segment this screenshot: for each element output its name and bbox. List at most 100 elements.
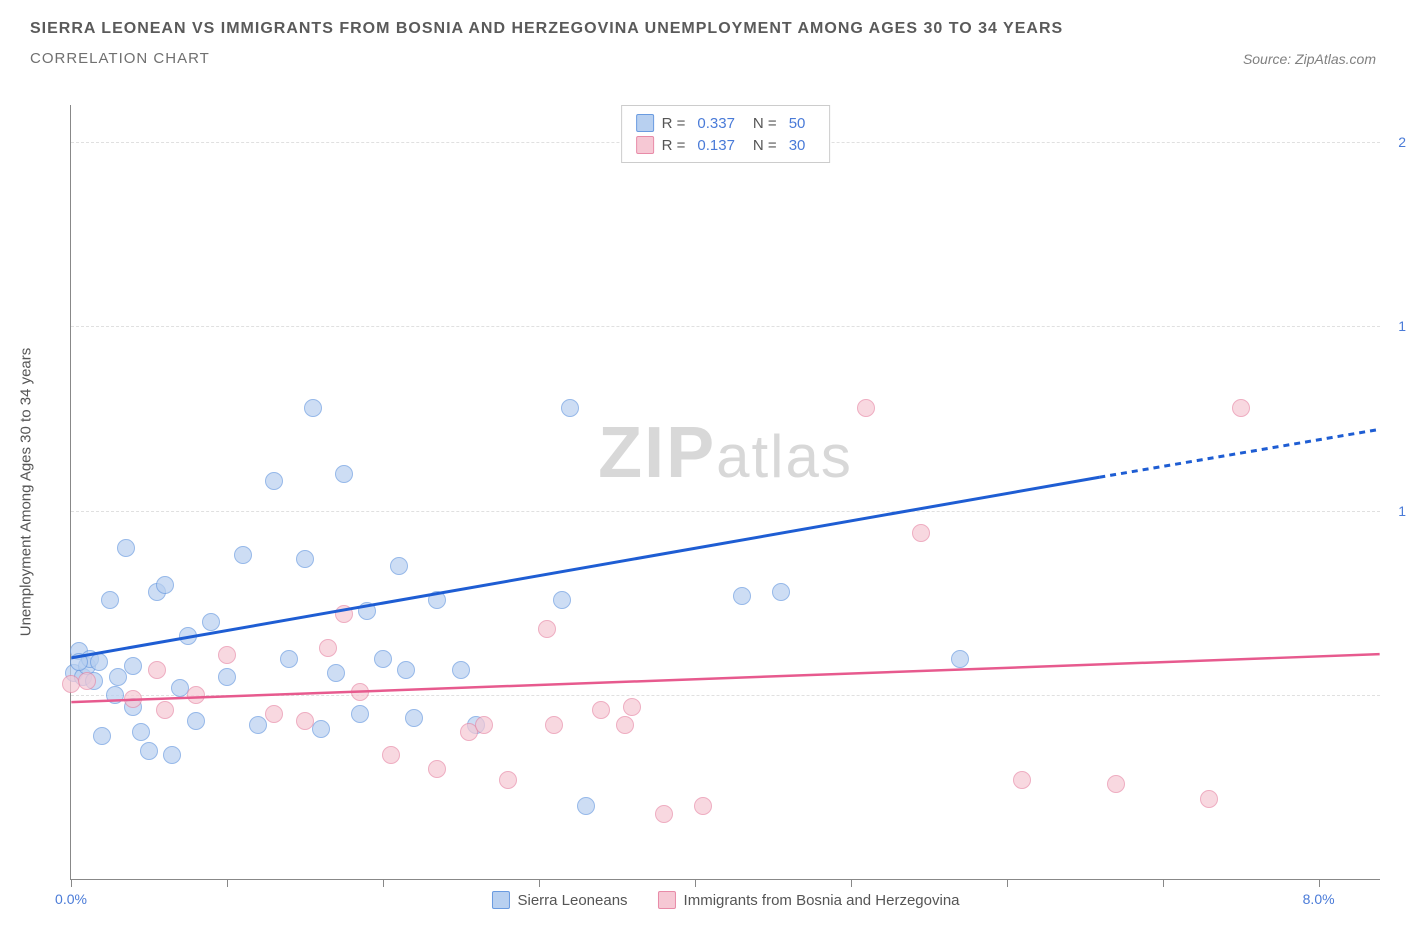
scatter-point	[1107, 775, 1125, 793]
scatter-point	[249, 716, 267, 734]
scatter-point	[545, 716, 563, 734]
scatter-point	[296, 550, 314, 568]
scatter-point	[351, 705, 369, 723]
scatter-point	[319, 639, 337, 657]
scatter-point	[265, 472, 283, 490]
xtick	[1163, 879, 1164, 887]
legend-n-label: N =	[753, 115, 777, 132]
legend-r-label: R =	[662, 115, 686, 132]
legend-n-label: N =	[753, 137, 777, 154]
chart-container: ZIPatlas Unemployment Among Ages 30 to 3…	[70, 105, 1380, 880]
scatter-point	[1232, 399, 1250, 417]
legend-series: Sierra Leoneans Immigrants from Bosnia an…	[491, 891, 959, 909]
scatter-point	[499, 771, 517, 789]
xtick	[227, 879, 228, 887]
legend-series-label: Immigrants from Bosnia and Herzegovina	[684, 892, 960, 909]
legend-r-value: 0.337	[697, 115, 735, 132]
scatter-point	[397, 661, 415, 679]
scatter-point	[358, 602, 376, 620]
scatter-point	[374, 650, 392, 668]
legend-series-label: Sierra Leoneans	[517, 892, 627, 909]
legend-r-value: 0.137	[697, 137, 735, 154]
scatter-point	[857, 399, 875, 417]
xtick-label: 0.0%	[55, 891, 87, 907]
scatter-point	[616, 716, 634, 734]
scatter-point	[234, 546, 252, 564]
scatter-point	[592, 701, 610, 719]
scatter-point	[106, 686, 124, 704]
scatter-point	[90, 653, 108, 671]
scatter-point	[428, 591, 446, 609]
ytick-label: 20.0%	[1398, 134, 1406, 150]
scatter-point	[475, 716, 493, 734]
scatter-point	[577, 797, 595, 815]
scatter-point	[280, 650, 298, 668]
scatter-point	[187, 686, 205, 704]
xtick	[383, 879, 384, 887]
scatter-point	[655, 805, 673, 823]
legend-r-label: R =	[662, 137, 686, 154]
gridline	[71, 695, 1380, 696]
scatter-point	[218, 646, 236, 664]
watermark: ZIPatlas	[598, 412, 853, 494]
xtick	[695, 879, 696, 887]
scatter-point	[452, 661, 470, 679]
xtick-label: 8.0%	[1303, 891, 1335, 907]
scatter-point	[1013, 771, 1031, 789]
legend-swatch	[491, 891, 509, 909]
legend-series-item: Sierra Leoneans	[491, 891, 627, 909]
scatter-point	[390, 557, 408, 575]
xtick	[539, 879, 540, 887]
scatter-point	[109, 668, 127, 686]
scatter-point	[553, 591, 571, 609]
source-label: Source: ZipAtlas.com	[1243, 51, 1376, 67]
plot-area: ZIPatlas Unemployment Among Ages 30 to 3…	[70, 105, 1380, 880]
scatter-point	[351, 683, 369, 701]
scatter-point	[733, 587, 751, 605]
scatter-point	[101, 591, 119, 609]
legend-stat-row: R =0.337N =50	[636, 112, 816, 134]
xtick	[851, 879, 852, 887]
scatter-point	[93, 727, 111, 745]
scatter-point	[335, 465, 353, 483]
xtick	[71, 879, 72, 887]
xtick	[1319, 879, 1320, 887]
scatter-point	[428, 760, 446, 778]
legend-n-value: 30	[789, 137, 806, 154]
scatter-point	[312, 720, 330, 738]
ytick-label: 15.0%	[1398, 318, 1406, 334]
scatter-point	[163, 746, 181, 764]
scatter-point	[694, 797, 712, 815]
scatter-point	[304, 399, 322, 417]
scatter-point	[179, 627, 197, 645]
trend-lines	[71, 105, 1380, 879]
scatter-point	[218, 668, 236, 686]
legend-stats: R =0.337N =50R =0.137N =30	[621, 105, 831, 163]
gridline	[71, 326, 1380, 327]
scatter-point	[140, 742, 158, 760]
scatter-point	[78, 672, 96, 690]
chart-title: SIERRA LEONEAN VS IMMIGRANTS FROM BOSNIA…	[30, 20, 1376, 38]
scatter-point	[70, 653, 88, 671]
scatter-point	[187, 712, 205, 730]
legend-stat-row: R = 0.137 N = 30	[636, 134, 816, 156]
legend-series-item: Immigrants from Bosnia and Herzegovina	[658, 891, 960, 909]
chart-subtitle: CORRELATION CHART	[30, 50, 210, 67]
legend-swatch	[658, 891, 676, 909]
scatter-point	[772, 583, 790, 601]
legend-swatch	[636, 114, 654, 132]
ytick-label: 10.0%	[1398, 503, 1406, 519]
scatter-point	[117, 539, 135, 557]
scatter-point	[912, 524, 930, 542]
xtick	[1007, 879, 1008, 887]
scatter-point	[405, 709, 423, 727]
scatter-point	[561, 399, 579, 417]
scatter-point	[327, 664, 345, 682]
scatter-point	[296, 712, 314, 730]
scatter-point	[124, 657, 142, 675]
scatter-point	[623, 698, 641, 716]
scatter-point	[124, 690, 142, 708]
scatter-point	[951, 650, 969, 668]
scatter-point	[156, 701, 174, 719]
y-axis-label: Unemployment Among Ages 30 to 34 years	[18, 348, 35, 637]
